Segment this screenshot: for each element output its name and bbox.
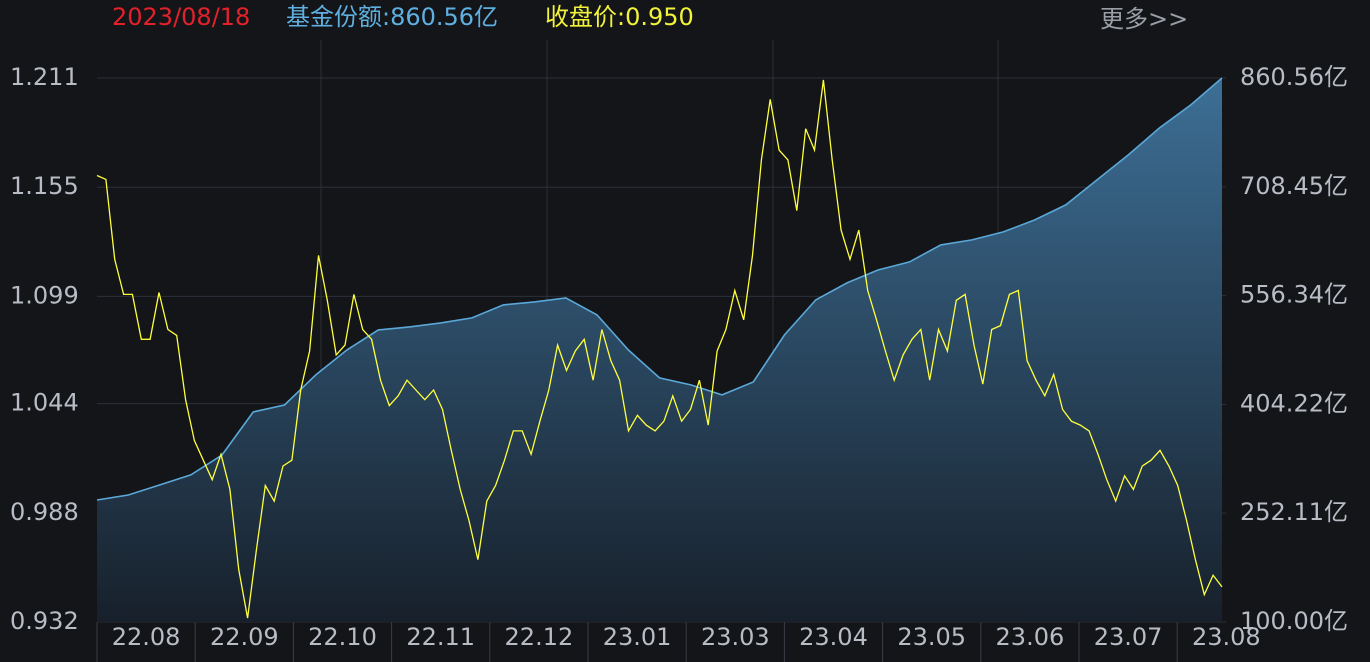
y-tick-label: 0.988 [10,498,79,526]
header-price: 收盘价:0.950 [545,3,694,31]
y2-tick-label: 556.34亿 [1240,281,1348,309]
y2-tick-label: 860.56亿 [1240,63,1348,91]
x-tick-label: 22.12 [505,623,574,651]
y-tick-label: 1.211 [10,63,79,91]
more-link[interactable]: 更多>> [1100,5,1188,33]
y-tick-label: 1.155 [10,172,79,200]
x-tick-label: 23.05 [897,623,966,651]
x-tick-label: 23.08 [1192,623,1261,651]
x-tick-label: 22.11 [406,623,475,651]
x-tick-label: 23.06 [996,623,1065,651]
header-share: 基金份额:860.56亿 [286,3,498,31]
y2-tick-label: 404.22亿 [1240,389,1348,417]
area [97,78,1222,622]
line [96,77,1223,501]
x-tick-label: 22.10 [308,623,377,651]
x-tick-label: 23.07 [1094,623,1163,651]
y2-tick-label: 100.00亿 [1240,607,1348,635]
x-tick-label: 22.08 [112,623,181,651]
y-tick-label: 0.932 [10,607,79,635]
x-tick-label: 23.01 [603,623,672,651]
y-tick-label: 1.099 [10,281,79,309]
x-tick-label: 22.09 [210,623,279,651]
x-tick-label: 23.04 [799,623,868,651]
x-tick-label: 23.03 [701,623,770,651]
y-tick-label: 1.044 [10,389,79,417]
y2-tick-label: 708.45亿 [1240,172,1348,200]
header-date: 2023/08/18 [112,3,250,31]
y2-tick-label: 252.11亿 [1240,498,1348,526]
line [96,79,1223,619]
